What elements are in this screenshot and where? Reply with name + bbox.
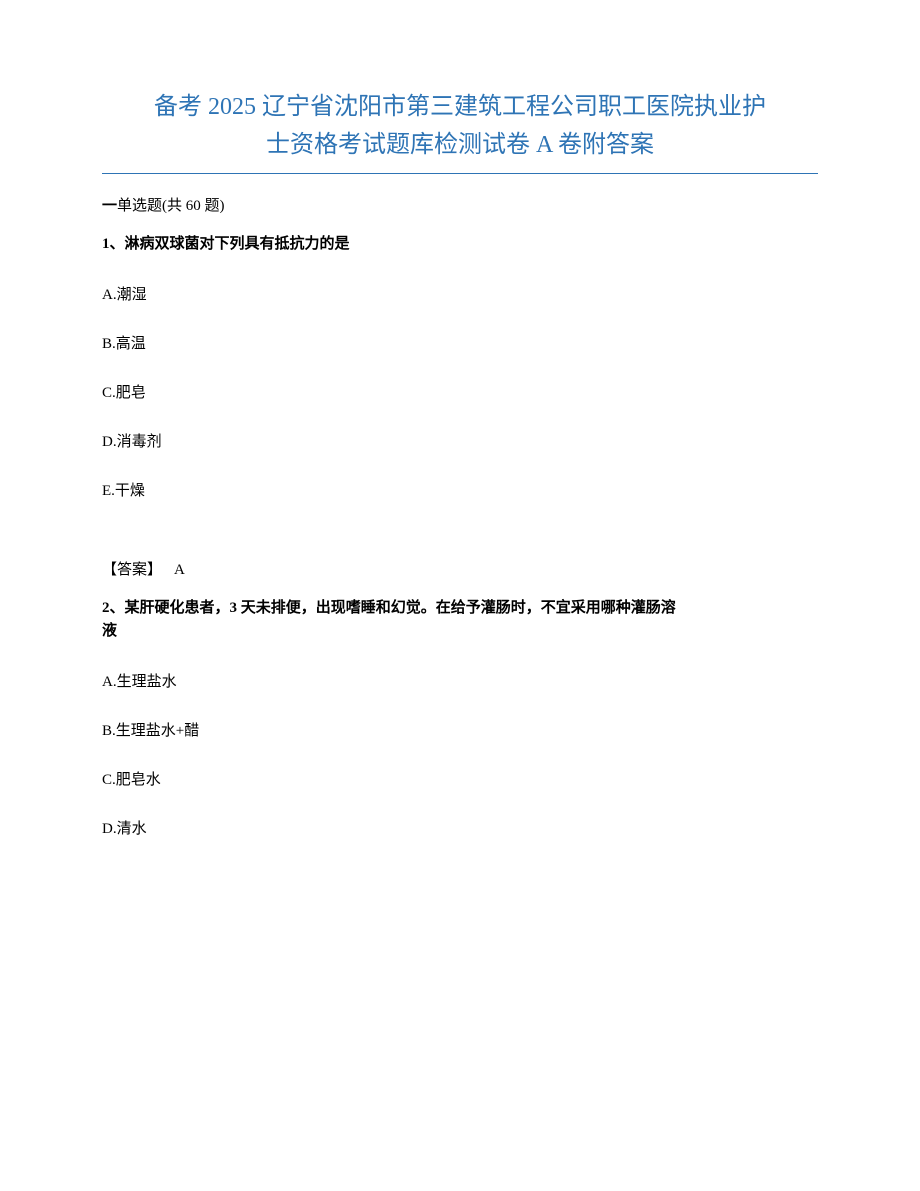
section-label: 一单选题(共 60 题) [102,194,818,215]
title-divider [102,173,818,174]
question-1: 1、淋病双球菌对下列具有抵抗力的是 [102,233,818,256]
answer-label: 【答案】 [102,562,162,578]
section-prefix: 一 [102,198,117,214]
document-title: 备考 2025 辽宁省沈阳市第三建筑工程公司职工医院执业护 士资格考试题库检测试… [102,88,818,165]
q2-option-c: C.肥皂水 [102,768,818,789]
q1-answer: 【答案】 A [102,558,818,579]
q2-option-a: A.生理盐水 [102,670,818,691]
q1-option-a: A.潮湿 [102,283,818,304]
question-2: 2、某肝硬化患者，3 天未排便，出现嗜睡和幻觉。在给予灌肠时，不宜采用哪种灌肠溶… [102,597,818,642]
q2-number: 2、 [102,600,125,616]
section-text: 单选题(共 60 题) [117,198,225,214]
q2-text-1: 某肝硬化患者，3 天未排便，出现嗜睡和幻觉。在给予灌肠时，不宜采用哪种灌肠溶 [125,600,676,616]
q1-option-e: E.干燥 [102,479,818,500]
q2-option-d: D.清水 [102,817,818,838]
q2-option-b: B.生理盐水+醋 [102,719,818,740]
q2-text-2: 液 [102,623,117,639]
title-line-1: 备考 2025 辽宁省沈阳市第三建筑工程公司职工医院执业护 [154,94,766,120]
q1-number: 1、 [102,236,125,252]
q1-text: 淋病双球菌对下列具有抵抗力的是 [125,236,350,252]
title-line-2: 士资格考试题库检测试卷 A 卷附答案 [266,132,654,158]
q1-option-d: D.消毒剂 [102,430,818,451]
q1-option-c: C.肥皂 [102,381,818,402]
q1-option-b: B.高温 [102,332,818,353]
answer-value: A [174,562,185,578]
